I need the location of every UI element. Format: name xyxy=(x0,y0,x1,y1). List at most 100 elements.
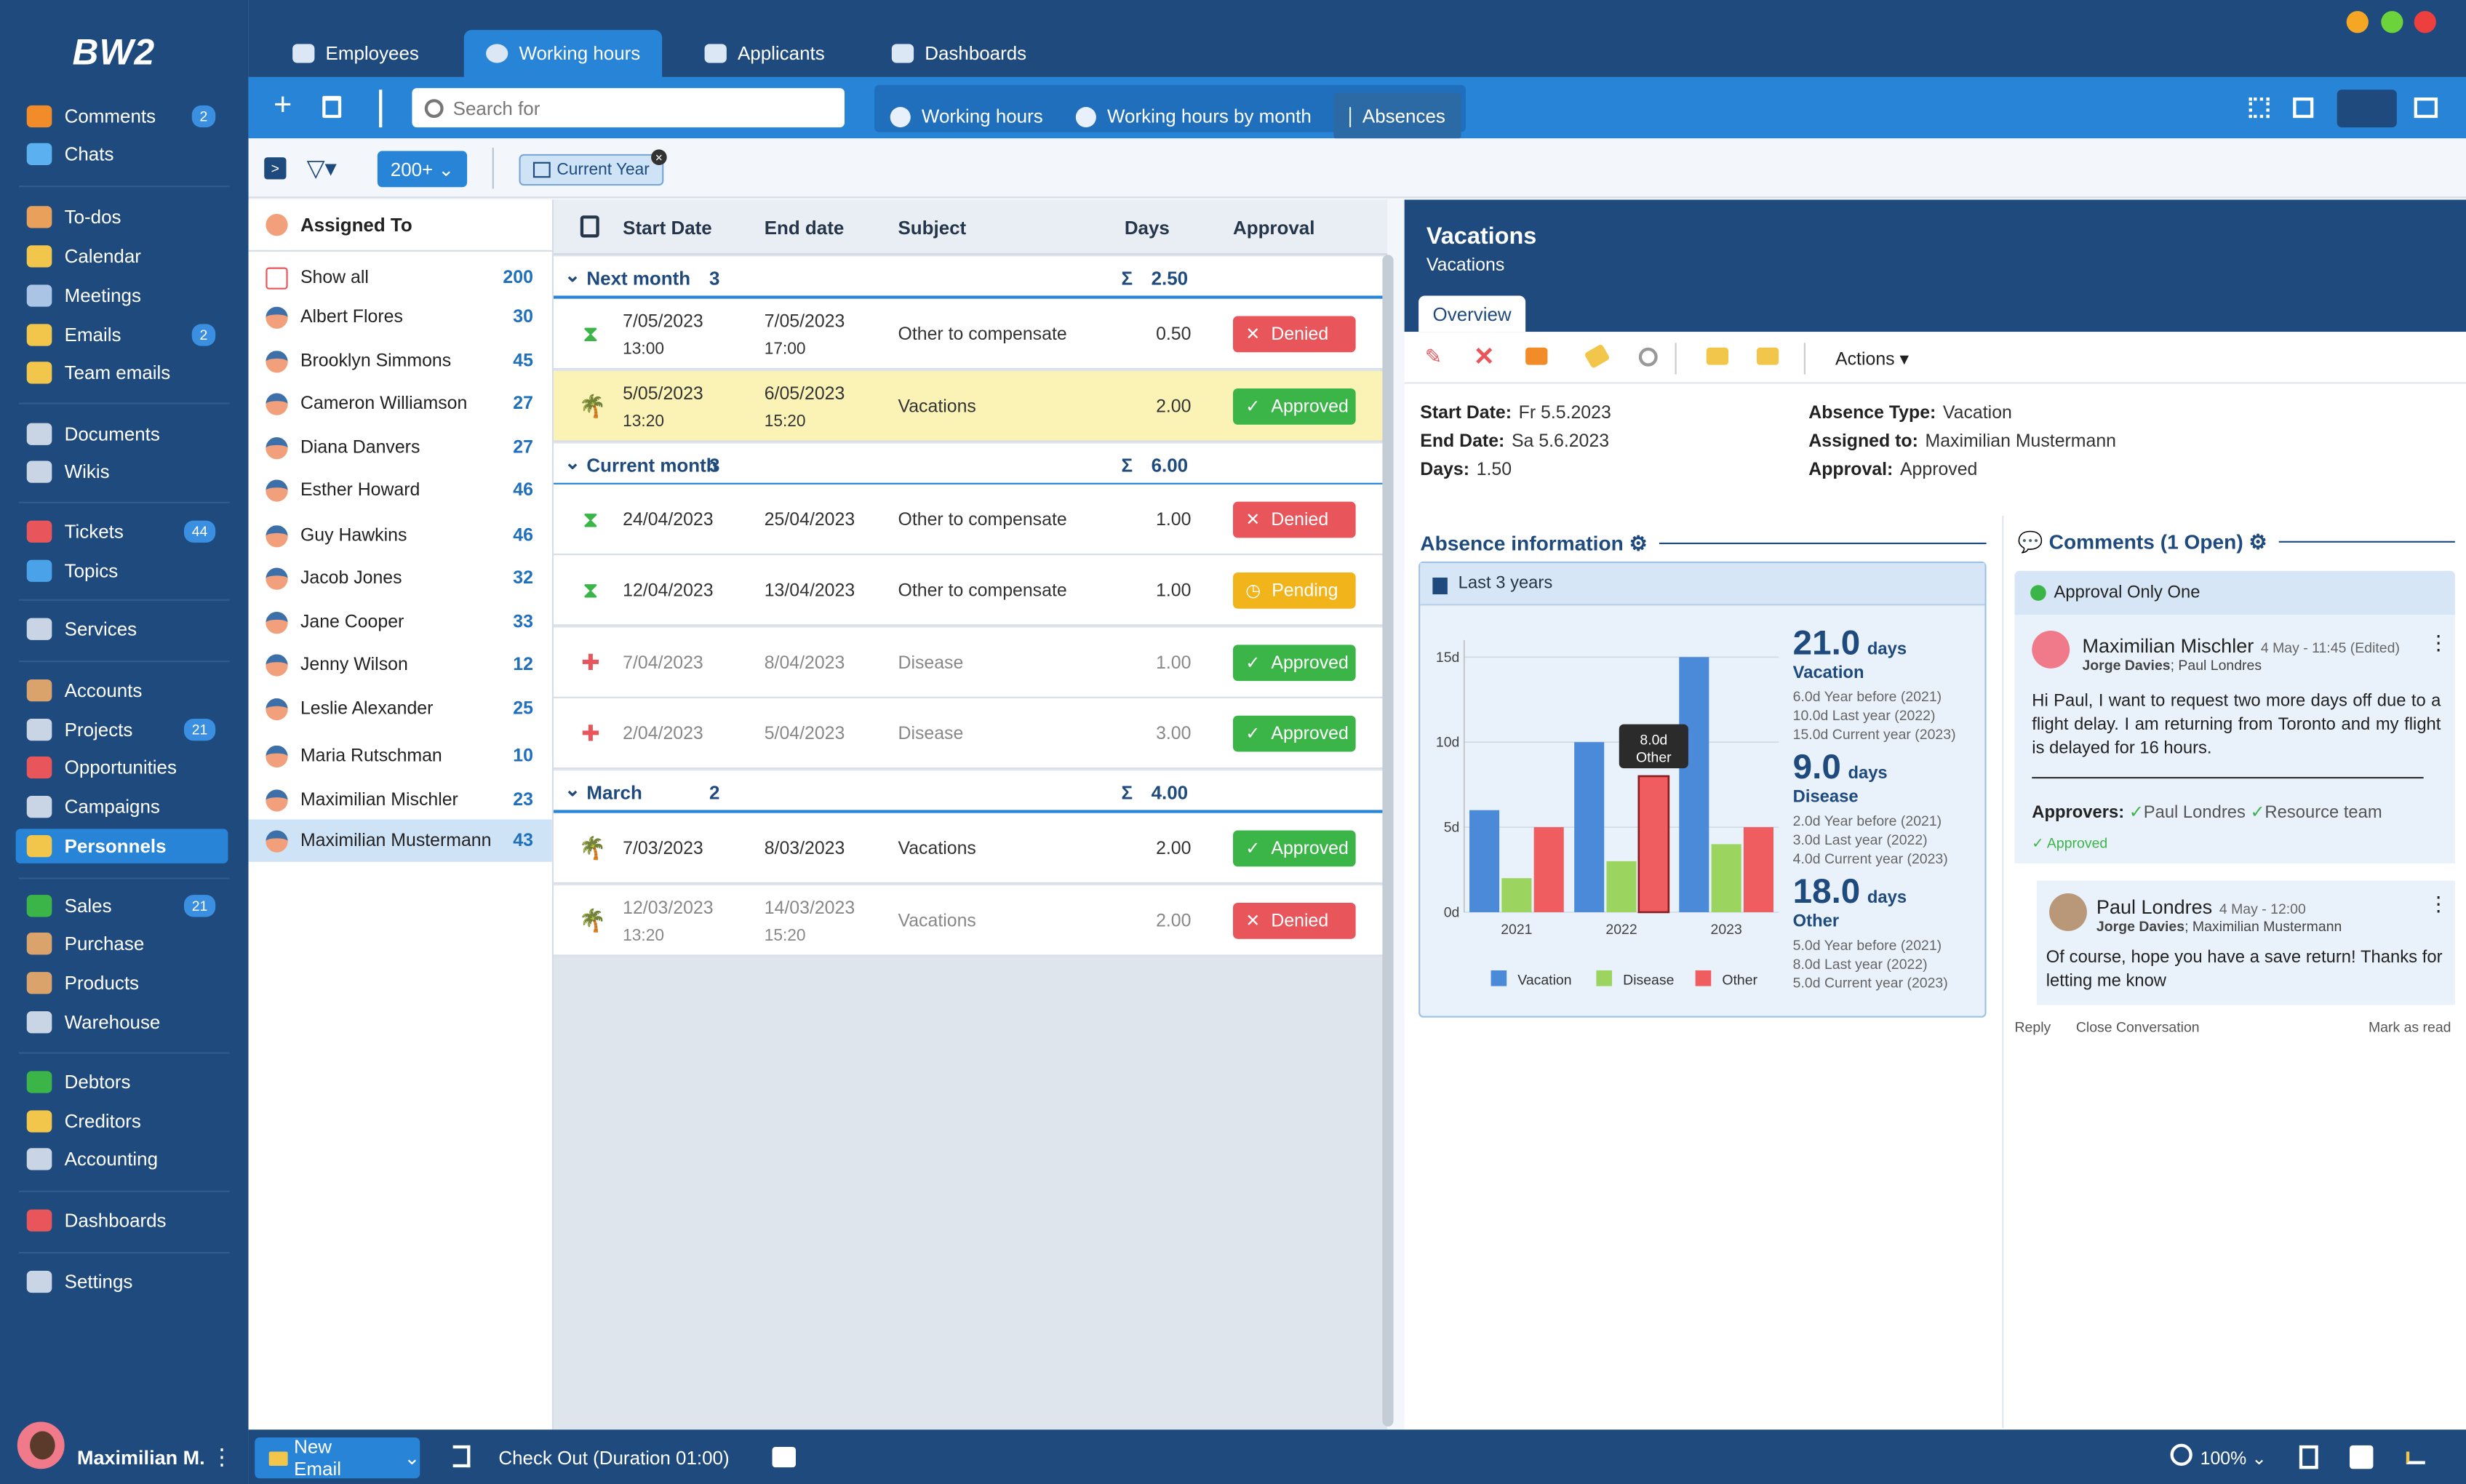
assignee-row[interactable]: Cameron Williamson 27 xyxy=(249,382,552,424)
sidebar-item-warehouse[interactable]: Warehouse xyxy=(16,1005,228,1040)
assignee-row[interactable]: Maximilian Mischler 23 xyxy=(249,778,552,821)
close-conversation-link[interactable]: Close Conversation xyxy=(2075,1018,2200,1035)
scrollbar[interactable] xyxy=(1382,255,1394,1427)
bar-disease-2023[interactable] xyxy=(1711,844,1741,912)
assignee-row[interactable]: Maria Rutschman 10 xyxy=(249,735,552,777)
sidebar-item-campaigns[interactable]: Campaigns xyxy=(16,789,228,824)
assignee-row[interactable]: Maximilian Mustermann 43 xyxy=(248,819,552,862)
mail-icon[interactable] xyxy=(1706,347,1729,365)
chevron-down-icon[interactable]: ⌄ xyxy=(564,778,580,801)
sidebar-item-products[interactable]: Products xyxy=(16,965,228,1000)
tiles-view-icon[interactable] xyxy=(2293,97,2314,119)
sidebar-item-opportunities[interactable]: Opportunities xyxy=(16,750,228,785)
assignee-row[interactable]: Jacob Jones 32 xyxy=(249,556,552,599)
panel-layout-icon[interactable] xyxy=(2414,97,2438,119)
sidebar-item-team-emails[interactable]: Team emails xyxy=(16,356,228,391)
check-out-status[interactable]: Check Out (Duration 01:00) xyxy=(498,1447,730,1469)
sidebar-item-topics[interactable]: Topics xyxy=(16,554,228,589)
assignee-row[interactable]: Leslie Alexander 25 xyxy=(249,687,552,730)
tab-applicants[interactable]: Applicants xyxy=(682,30,847,77)
count-dropdown[interactable]: 200+ ⌄ xyxy=(377,151,468,188)
mark-as-read-link[interactable]: Mark as read xyxy=(2368,1018,2451,1035)
table-row[interactable]: ✚ 2/04/2023 5/04/2023 Disease 3.00 ✓ Approved xyxy=(554,698,1386,770)
assignee-row[interactable]: Show all 200 xyxy=(249,256,552,298)
sidebar-item-sales[interactable]: Sales 21 xyxy=(16,889,228,924)
sidebar-item-accounting[interactable]: Accounting xyxy=(16,1142,228,1177)
sidebar-item-debtors[interactable]: Debtors xyxy=(16,1065,228,1100)
logout-icon[interactable] xyxy=(452,1445,471,1468)
assignee-row[interactable]: Jane Cooper 33 xyxy=(249,601,552,643)
view-working-hours-by-month[interactable]: Working hours by month xyxy=(1060,93,1327,140)
bar-vacation-2022[interactable] xyxy=(1574,742,1605,912)
chevron-down-icon[interactable]: ⌄ xyxy=(564,451,580,474)
sidebar-item-creditors[interactable]: Creditors xyxy=(16,1104,228,1139)
actions-menu[interactable]: Actions ▾ xyxy=(1835,351,1909,370)
more-icon[interactable]: ⋮ xyxy=(210,1443,233,1469)
sidebar-item-purchase[interactable]: Purchase xyxy=(16,926,228,961)
sidebar-item-comments[interactable]: Comments 2 xyxy=(16,99,228,134)
sidebar-item-settings[interactable]: Settings xyxy=(16,1264,228,1299)
sidebar-item-wikis[interactable]: Wikis xyxy=(16,455,228,490)
edit-icon[interactable]: ✎ xyxy=(1424,344,1443,368)
print-icon[interactable] xyxy=(772,1447,796,1468)
more-icon[interactable]: ⋮ xyxy=(2428,891,2449,916)
tab-overview[interactable]: Overview xyxy=(1418,295,1526,332)
sidebar-item-documents[interactable]: Documents xyxy=(16,417,228,452)
assignee-row[interactable]: Brooklyn Simmons 45 xyxy=(249,340,552,382)
col-subject[interactable]: Subject xyxy=(898,217,967,239)
col-approval[interactable]: Approval xyxy=(1233,217,1315,239)
table-row[interactable]: ⧗ 12/04/2023 13/04/2023 Other to compensate… xyxy=(554,555,1386,626)
col-days[interactable]: Days xyxy=(1124,217,1170,239)
maximize-button[interactable] xyxy=(2381,11,2403,33)
bar-vacation-2021[interactable] xyxy=(1469,810,1500,912)
zoom-level[interactable]: 100% ⌄ xyxy=(2200,1450,2267,1469)
trash-icon[interactable] xyxy=(2299,1445,2318,1469)
stats-icon[interactable] xyxy=(2406,1451,2425,1464)
view-working-hours[interactable]: Working hours xyxy=(874,93,1058,140)
group-header[interactable]: ⌄ Current month 3 Σ 6.00 xyxy=(554,443,1386,487)
bar-vacation-2023[interactable] xyxy=(1679,657,1709,912)
bar-disease-2022[interactable] xyxy=(1606,861,1637,912)
bar-other-2022[interactable] xyxy=(1637,775,1670,914)
table-row[interactable]: 🌴 7/03/2023 8/03/2023 Vacations 2.00 ✓ Approve… xyxy=(554,813,1386,885)
comment-icon[interactable] xyxy=(1525,347,1548,365)
tab-employees[interactable]: Employees xyxy=(271,30,441,77)
search-input[interactable]: Search for xyxy=(412,88,845,128)
sidebar-item-projects[interactable]: Projects 21 xyxy=(16,712,228,747)
sidebar-item-accounts[interactable]: Accounts xyxy=(16,673,228,708)
zoom-icon[interactable] xyxy=(2170,1443,2192,1466)
bar-other-2021[interactable] xyxy=(1533,827,1564,912)
table-row[interactable]: ✚ 7/04/2023 8/04/2023 Disease 1.00 ✓ Approved xyxy=(554,627,1386,698)
assignee-row[interactable]: Albert Flores 30 xyxy=(249,295,552,338)
trash-icon[interactable] xyxy=(322,95,342,119)
tab-dashboards[interactable]: Dashboards xyxy=(870,30,1049,77)
map-icon[interactable] xyxy=(2350,1445,2374,1469)
table-row[interactable]: 🌴 5/05/2023 13:20 6/05/2023 15:20 Vacations 2.… xyxy=(554,371,1386,442)
assignee-row[interactable]: Esther Howard 46 xyxy=(249,468,552,511)
expand-icon[interactable]: > xyxy=(264,157,287,180)
minimize-button[interactable] xyxy=(2346,11,2369,33)
chevron-down-icon[interactable]: ⌄ xyxy=(404,1447,420,1469)
table-row[interactable]: ⧗ 7/05/2023 13:00 7/05/2023 17:00 Other to co… xyxy=(554,298,1386,370)
chip-close-icon[interactable]: × xyxy=(651,149,667,166)
grid-view-icon[interactable] xyxy=(2248,97,2270,119)
mail-forward-icon[interactable] xyxy=(1756,347,1779,365)
group-header[interactable]: ⌄ Next month 3 Σ 2.50 xyxy=(554,256,1386,299)
user-bar[interactable]: Maximilian M. ⋮ xyxy=(0,1416,249,1484)
delete-icon[interactable]: ✕ xyxy=(1473,344,1495,372)
assignee-row[interactable]: Guy Hawkins 46 xyxy=(249,514,552,556)
bar-other-2023[interactable] xyxy=(1743,827,1774,912)
current-year-chip[interactable]: Current Year xyxy=(519,153,664,186)
new-email-button[interactable]: New Email ⌄ xyxy=(255,1436,420,1480)
bar-disease-2021[interactable] xyxy=(1501,878,1532,912)
sidebar-item-personnels[interactable]: Personnels xyxy=(15,829,228,863)
filter-icon[interactable]: ▽▾ xyxy=(306,156,337,183)
sidebar-item-services[interactable]: Services xyxy=(16,612,228,647)
chevron-down-icon[interactable]: ⌄ xyxy=(564,264,580,287)
view-absences[interactable]: Absences xyxy=(1333,92,1461,140)
sidebar-item-meetings[interactable]: Meetings xyxy=(16,279,228,314)
tab-working-hours[interactable]: Working hours xyxy=(463,30,663,77)
col-end-date[interactable]: End date xyxy=(764,217,845,239)
table-row[interactable]: 🌴 12/03/2023 13:20 14/03/2023 15:20 Vacations… xyxy=(554,885,1386,957)
layout-dropdown[interactable] xyxy=(2337,89,2397,128)
